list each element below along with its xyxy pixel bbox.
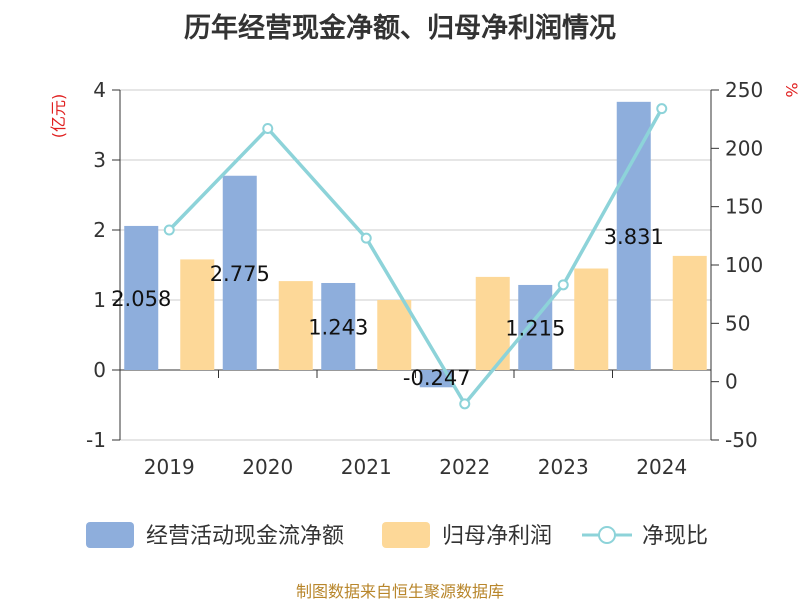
- cashflow-bar: [124, 225, 159, 370]
- net-cash-ratio-line: [167, 107, 664, 407]
- cashflow-data-label: 3.831: [604, 225, 664, 249]
- left-tick-label: -1: [86, 428, 106, 452]
- legend-swatch-cashflow: [86, 522, 134, 548]
- x-tick-label: 2022: [439, 455, 490, 479]
- legend-swatch-net-profit: [382, 522, 430, 548]
- legend-label-ratio: 净现比: [642, 524, 708, 549]
- x-tick-label: 2023: [538, 455, 589, 479]
- left-tick-label: 1: [93, 288, 106, 312]
- x-tick-label: 2019: [144, 455, 195, 479]
- net-profit-bar: [278, 281, 313, 370]
- left-tick-label: 4: [93, 78, 106, 102]
- right-tick-label: -50: [725, 428, 758, 452]
- left-tick-label: 3: [93, 148, 106, 172]
- legend-label-net-profit: 归母净利润: [442, 524, 552, 549]
- cashflow-data-label: -0.247: [403, 366, 471, 390]
- source-note: 制图数据来自恒生聚源数据库: [295, 582, 504, 601]
- right-tick-label: 250: [725, 78, 763, 102]
- cashflow-bar: [321, 282, 356, 370]
- right-tick-label: 0: [725, 370, 738, 394]
- net-cash-ratio-point: [459, 398, 471, 410]
- x-tick-label: 2021: [341, 455, 392, 479]
- left-tick-label: 2: [93, 218, 106, 242]
- cashflow-bar: [616, 101, 651, 370]
- legend-swatch-ratio-point: [598, 526, 616, 544]
- right-tick-label: 200: [725, 136, 763, 160]
- left-tick-label: 0: [93, 358, 106, 382]
- right-tick-label: 50: [725, 311, 750, 335]
- net-profit-bar: [377, 300, 412, 370]
- x-tick-label: 2024: [636, 455, 687, 479]
- cashflow-data-label: 1.243: [308, 315, 368, 339]
- cashflow-bar: [222, 175, 257, 370]
- net-profit-bar: [672, 255, 707, 370]
- cashflow-data-label: 2.058: [111, 287, 171, 311]
- right-tick-label: 150: [725, 195, 763, 219]
- net-profit-bar: [180, 259, 215, 370]
- net-cash-ratio-point: [163, 224, 175, 236]
- cashflow-data-label: 2.775: [210, 262, 270, 286]
- right-tick-label: 100: [725, 253, 763, 277]
- cashflow-bar: [518, 284, 553, 370]
- net-cash-ratio-point: [262, 123, 274, 134]
- x-tick-label: 2020: [242, 455, 293, 479]
- net-cash-ratio-point: [360, 232, 372, 244]
- net-profit-bar: [574, 268, 609, 370]
- left-axis-label: (亿元): [49, 94, 68, 139]
- net-cash-ratio-point: [557, 279, 569, 291]
- right-axis-label: %: [782, 82, 800, 97]
- legend-label-cashflow: 经营活动现金流净额: [146, 524, 344, 549]
- cashflow-data-label: 1.215: [505, 316, 565, 340]
- chart-title: 历年经营现金净额、归母净利润情况: [184, 13, 616, 44]
- net-cash-ratio-point: [656, 103, 668, 115]
